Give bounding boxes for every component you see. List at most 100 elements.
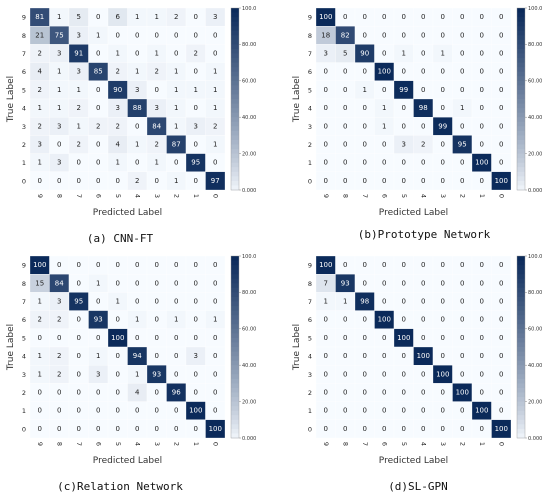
cell-value-label: 0 — [135, 407, 139, 415]
cell-value-label: 0 — [96, 389, 100, 397]
cell-value-label: 0 — [96, 177, 100, 185]
colorbar-segment — [517, 401, 525, 407]
cell-value-label: 2 — [96, 122, 100, 130]
colorbar-segment — [231, 415, 239, 421]
cell-value-label: 2 — [155, 68, 159, 76]
cell-value-label: 0 — [96, 425, 100, 433]
cell-value-label: 0 — [116, 177, 120, 185]
x-tick-label: 3 — [153, 194, 161, 198]
cell-value-label: 0 — [38, 334, 42, 342]
cell-value-label: 1 — [155, 50, 159, 58]
cell-value-label: 95 — [74, 298, 83, 306]
y-tick-label: 7 — [308, 50, 312, 58]
colorbar-segment — [231, 30, 239, 36]
cell-value-label: 0 — [441, 159, 445, 167]
cell-value-label: 0 — [460, 68, 464, 76]
colorbar-segment — [517, 383, 525, 389]
colorbar-segment — [517, 158, 525, 164]
colorbar-segment — [517, 283, 525, 289]
colorbar-segment — [231, 260, 239, 266]
cell-value-label: 0 — [77, 425, 81, 433]
x-tick-label: 1 — [478, 442, 486, 446]
cell-value-label: 100 — [495, 425, 508, 433]
cell-value-label: 98 — [419, 104, 428, 112]
cell-value-label: 1 — [77, 122, 81, 130]
cell-value-label: 0 — [363, 389, 367, 397]
colorbar-segment — [231, 274, 239, 280]
colorbar-segment — [231, 171, 239, 177]
colorbar-segment — [231, 103, 239, 109]
cell-value-label: 1 — [213, 316, 217, 324]
cell-value-label: 0 — [96, 141, 100, 149]
y-tick-label: 5 — [22, 86, 26, 94]
cell-value-label: 0 — [382, 425, 386, 433]
cell-value-label: 84 — [152, 122, 161, 130]
cell-value-label: 1 — [96, 352, 100, 360]
cell-value-label: 0 — [194, 141, 198, 149]
colorbar-segment — [517, 48, 525, 54]
cell-value-label: 0 — [402, 407, 406, 415]
cell-value-label: 0 — [324, 68, 328, 76]
colorbar-tick-label: 100.0 — [242, 6, 256, 12]
colorbar-segment — [231, 337, 239, 343]
cell-value-label: 3 — [155, 104, 159, 112]
cell-value-label: 0 — [460, 407, 464, 415]
cell-value-label: 0 — [343, 141, 347, 149]
colorbar-tick-label: 60.00 — [528, 79, 542, 85]
cell-value-label: 0 — [77, 261, 81, 269]
cell-value-label: 0 — [363, 316, 367, 324]
colorbar-frame — [230, 7, 240, 191]
cell-value-label: 0 — [77, 279, 81, 287]
x-tick-label: 7 — [75, 442, 83, 446]
cell-value-label: 1 — [213, 141, 217, 149]
colorbar-segment — [231, 424, 239, 430]
colorbar-segment — [231, 108, 239, 114]
colorbar-tick-label: 100.0 — [528, 254, 542, 260]
cell-value-label: 0 — [382, 86, 386, 94]
colorbar-segment — [517, 260, 525, 266]
cell-value-label: 1 — [96, 31, 100, 39]
cell-value-label: 0 — [324, 370, 328, 378]
cell-value-label: 0 — [194, 279, 198, 287]
cell-value-label: 0 — [194, 370, 198, 378]
colorbar-segment — [517, 342, 525, 348]
colorbar-segment — [517, 319, 525, 325]
colorbar-segment — [517, 8, 525, 14]
cell-value-label: 1 — [135, 141, 139, 149]
cell-value-label: 0 — [480, 68, 484, 76]
colorbar-segment — [231, 315, 239, 321]
cell-value-label: 75 — [55, 31, 64, 39]
cell-value-label: 3 — [57, 50, 61, 58]
cell-value-label: 0 — [382, 177, 386, 185]
colorbar-segment — [517, 176, 525, 182]
colorbar-segment — [517, 301, 525, 307]
colorbar-tick-label: 0.000 — [528, 436, 542, 442]
colorbar-segment — [517, 130, 525, 136]
cell-value-label: 0 — [363, 334, 367, 342]
cell-value-label: 5 — [77, 13, 81, 21]
x-tick-label: 1 — [478, 194, 486, 198]
y-tick-label: 5 — [22, 334, 26, 342]
colorbar-segment — [517, 85, 525, 91]
colorbar-segment — [231, 162, 239, 168]
cell-value-label: 0 — [57, 261, 61, 269]
cell-value-label: 0 — [480, 316, 484, 324]
cell-value-label: 100 — [475, 407, 488, 415]
cell-value-label: 0 — [441, 316, 445, 324]
cell-value-label: 0 — [363, 122, 367, 130]
y-axis-label: True Label — [292, 324, 302, 371]
colorbar-segment — [231, 347, 239, 353]
heatmap-cell — [205, 171, 226, 191]
colorbar-segment — [231, 144, 239, 150]
cell-value-label: 0 — [441, 13, 445, 21]
y-tick-label: 0 — [308, 425, 312, 433]
x-tick-label: 9 — [36, 194, 44, 198]
colorbar-segment — [231, 269, 239, 275]
colorbar-tick-label: 60.00 — [242, 327, 256, 333]
cell-value-label: 1 — [135, 13, 139, 21]
cell-value-label: 0 — [363, 177, 367, 185]
colorbar-segment — [517, 428, 525, 434]
cell-value-label: 0 — [460, 13, 464, 21]
colorbar-segment — [517, 347, 525, 353]
colorbar-segment — [231, 12, 239, 18]
